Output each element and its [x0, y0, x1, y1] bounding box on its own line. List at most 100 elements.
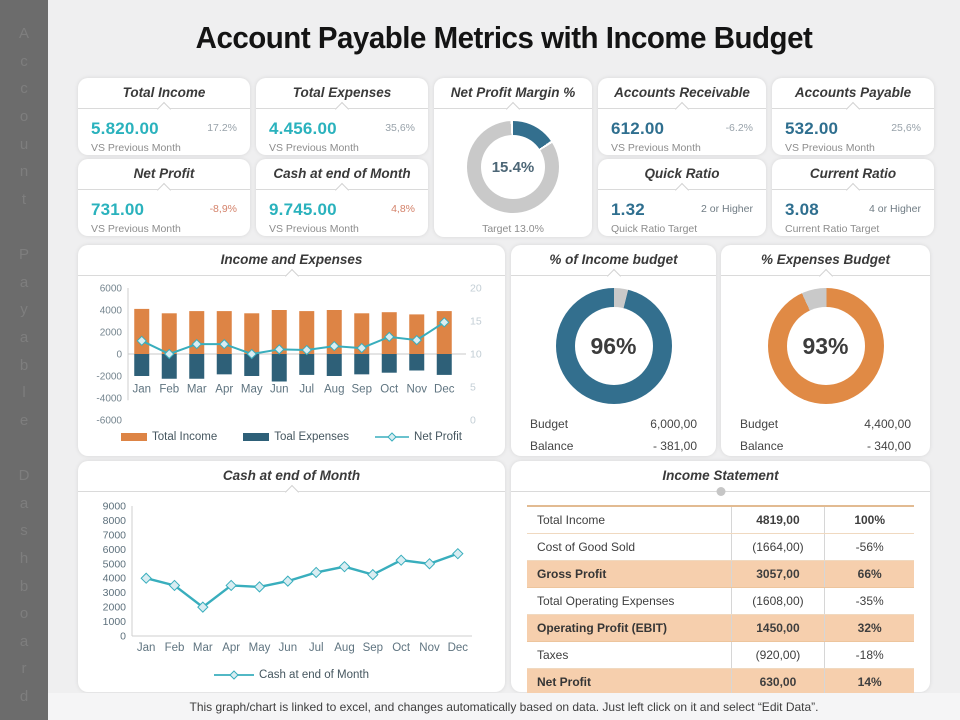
- statement-row[interactable]: Taxes (920,00) -18%: [527, 642, 914, 669]
- donut-card-income-budget[interactable]: % of Income budget 96% Budget 6,000,00 B…: [511, 245, 716, 456]
- axis-label: Dec: [448, 642, 469, 654]
- income-bar-Nov: [409, 314, 425, 354]
- kpi-card-net-profit[interactable]: Net Profit 731.00 -8,9% VS Previous Mont…: [78, 159, 250, 236]
- card-title: Income Statement: [511, 461, 930, 492]
- card-title: Current Ratio: [772, 159, 934, 190]
- axis-label: 15: [470, 316, 482, 328]
- donut-card-expenses-budget[interactable]: % Expenses Budget 93% Budget 4,400,00 Ba…: [721, 245, 930, 456]
- card-title: Net Profit: [78, 159, 250, 190]
- axis-label: -4000: [96, 394, 122, 405]
- sidebar-letter-gap: [22, 219, 26, 234]
- income-bar-Jan: [134, 308, 150, 354]
- budget-value: 6,000,00: [650, 417, 697, 431]
- statement-row[interactable]: Operating Profit (EBIT) 1450,00 32%: [527, 615, 914, 642]
- budget-label: Budget: [530, 417, 569, 431]
- cash-line: [145, 552, 459, 609]
- kpi-caption: Quick Ratio Target: [611, 223, 698, 235]
- axis-label: 4000: [103, 573, 127, 585]
- net-profit-marker-Aug: [329, 340, 340, 352]
- income-budget-donut: 96%: [555, 288, 672, 404]
- sidebar-letter: A: [18, 25, 29, 42]
- legend-label: Total Income: [152, 431, 218, 443]
- kpi-value: 3.08: [785, 200, 819, 219]
- statement-percent: 100%: [824, 507, 914, 533]
- sidebar-letter: d: [19, 688, 29, 705]
- net-profit-marker-Feb: [164, 348, 175, 360]
- axis-label: -6000: [96, 416, 122, 427]
- income-bar-Jun: [271, 310, 287, 354]
- cash-marker-Jan: [140, 572, 152, 584]
- table-card-income-statement[interactable]: Income Statement Total Income 4819,00 100%…: [511, 461, 930, 696]
- axis-label: Oct: [380, 384, 399, 396]
- axis-label: 6000: [103, 544, 127, 556]
- net-profit-marker-Jan: [136, 335, 147, 347]
- statement-percent: 14%: [824, 669, 914, 695]
- net-profit-marker-Oct: [384, 331, 395, 343]
- balance-row: Balance - 381,00: [530, 435, 697, 457]
- statement-label: Taxes: [537, 648, 569, 662]
- donut-hole: [481, 135, 545, 199]
- axis-label: 0: [470, 415, 476, 427]
- cash-line-chart: 0 1000 2000 3000 4000 5000 6000 7000 8000 9000 Jan…: [84, 496, 499, 668]
- income-bar-Sep: [354, 313, 370, 354]
- cash-marker-May: [253, 581, 266, 593]
- axis-label: May: [249, 642, 271, 654]
- sidebar-letter: e: [19, 411, 29, 429]
- statement-label: Net Profit: [537, 675, 591, 689]
- axis-label: 4000: [100, 306, 123, 317]
- gauge-value-label: 15.4%: [491, 158, 535, 176]
- gauge-card-net-profit-margin[interactable]: Net Profit Margin % 15.4% Target 13.0%: [434, 78, 592, 237]
- kpi-card-accounts-payable[interactable]: Accounts Payable 532.00 25,6% VS Previou…: [772, 78, 934, 155]
- axis-label: Mar: [193, 642, 213, 654]
- cash-marker-Feb: [168, 579, 181, 592]
- legend-item: Net Profit: [375, 431, 462, 443]
- income-expenses-chart: -6000 -4000 -2000 0 2000 4000 6000 0 5 10 15 20 Jan F…: [84, 280, 499, 430]
- income-expenses-svg: -6000 -4000 -2000 0 2000 4000 6000 0 5 10 15 20 Jan F…: [96, 283, 482, 427]
- axis-label: 5: [470, 382, 476, 394]
- sidebar-letter: P: [18, 246, 29, 263]
- axis-label: 2000: [103, 602, 127, 614]
- kpi-delta: 2 or Higher: [701, 203, 753, 215]
- expense-bar-Jun: [271, 354, 287, 382]
- kpi-card-accounts-receivable[interactable]: Accounts Receivable 612.00 -6.2% VS Prev…: [598, 78, 766, 155]
- axis-label: 0: [116, 350, 122, 361]
- kpi-card-total-income[interactable]: Total Income 5.820.00 17.2% VS Previous …: [78, 78, 250, 155]
- legend-swatch: [243, 433, 270, 441]
- sidebar-letter-gap: [22, 440, 26, 455]
- cash-marker-Nov: [423, 558, 436, 570]
- budget-label: Budget: [740, 417, 779, 431]
- kpi-value: 9.745.00: [269, 200, 337, 219]
- chart-card-cash-end-of-month[interactable]: Cash at end of Month 0 1000 2000 3000 4000 50…: [78, 461, 505, 692]
- net-profit-marker-Nov: [411, 334, 422, 346]
- kpi-value: 5.820.00: [91, 119, 159, 138]
- statement-value: 3057,00: [730, 561, 825, 587]
- statement-row[interactable]: Total Operating Expenses (1608,00) -35%: [527, 588, 914, 615]
- statement-row[interactable]: Gross Profit 3057,00 66%: [527, 561, 914, 588]
- statement-row[interactable]: Total Income 4819,00 100%: [527, 507, 914, 534]
- kpi-card-quick-ratio[interactable]: Quick Ratio 1.32 2 or Higher Quick Ratio…: [598, 159, 766, 236]
- statement-row[interactable]: Net Profit 630,00 14%: [527, 669, 914, 696]
- gauge-target-label: Target 13.0%: [482, 223, 544, 235]
- kpi-card-cash-end-of-month[interactable]: Cash at end of Month 9.745.00 4,8% VS Pr…: [256, 159, 428, 236]
- sidebar-letter: a: [19, 494, 29, 512]
- income-bar-Feb: [161, 313, 177, 354]
- net-profit-margin-donut: 15.4%: [467, 121, 559, 213]
- expense-bar-Mar: [189, 354, 205, 379]
- axis-label: 20: [470, 283, 482, 295]
- expense-bar-Aug: [326, 354, 342, 376]
- chart-card-income-expenses[interactable]: Income and Expenses -6000 -4000 -2000 0 2000…: [78, 245, 505, 456]
- kpi-delta: 4 or Higher: [869, 203, 921, 215]
- net-profit-marker-May: [246, 348, 257, 360]
- kpi-delta: -6.2%: [725, 122, 753, 134]
- kpi-card-total-expenses[interactable]: Total Expenses 4.456.00 35,6% VS Previou…: [256, 78, 428, 155]
- statement-row[interactable]: Cost of Good Sold (1664,00) -56%: [527, 534, 914, 561]
- legend-line-swatch: [214, 670, 255, 680]
- sidebar-letter: y: [20, 301, 28, 319]
- net-profit-marker-Mar: [191, 338, 202, 350]
- balance-label: Balance: [530, 439, 574, 453]
- axis-label: 1000: [103, 616, 127, 628]
- kpi-delta: 35,6%: [385, 122, 415, 134]
- expense-bar-Nov: [409, 354, 425, 371]
- kpi-card-current-ratio[interactable]: Current Ratio 3.08 4 or Higher Current R…: [772, 159, 934, 236]
